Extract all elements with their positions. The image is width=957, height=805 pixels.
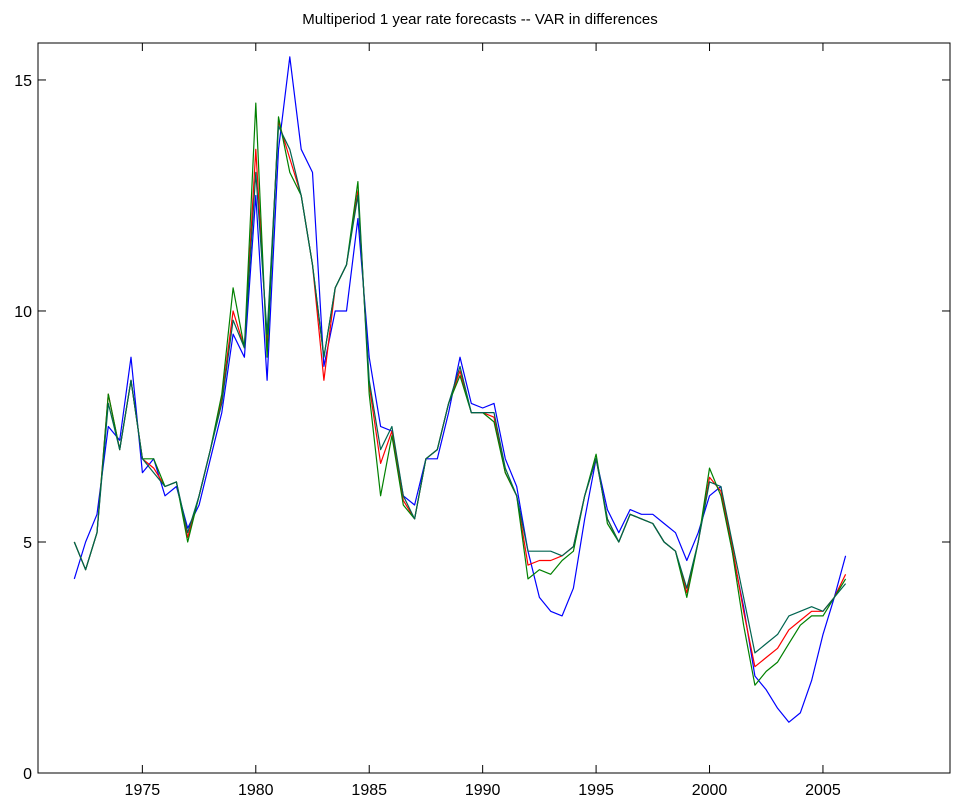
- x-tick-label: 1990: [465, 782, 501, 799]
- series-line: [73, 56, 847, 723]
- chart-title: Multiperiod 1 year rate forecasts -- VAR…: [302, 11, 657, 28]
- x-tick-label: 1985: [351, 782, 387, 799]
- x-tick-label: 1975: [125, 782, 161, 799]
- y-tick-label: 0: [23, 766, 32, 783]
- y-tick-label: 5: [23, 535, 32, 552]
- y-tick-label: 10: [14, 304, 32, 321]
- plot-frame: [37, 42, 951, 774]
- series-line: [73, 120, 847, 668]
- series-line: [73, 125, 847, 654]
- x-tick-label: 1980: [238, 782, 274, 799]
- series-line: [73, 102, 847, 686]
- x-tick-label: 1995: [578, 782, 614, 799]
- y-tick-label: 15: [14, 73, 32, 90]
- x-tick-label: 2000: [692, 782, 728, 799]
- x-tick-label: 2005: [805, 782, 841, 799]
